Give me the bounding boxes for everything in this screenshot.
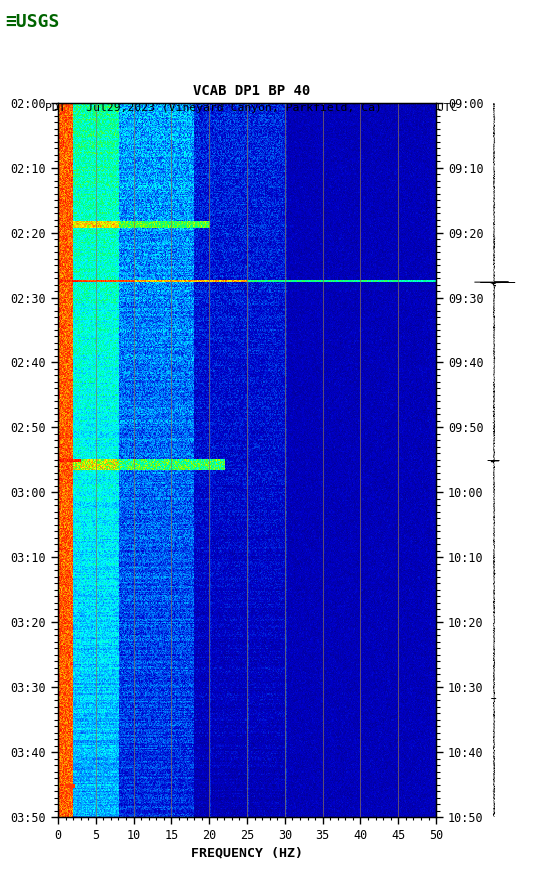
Text: PDT   Jul29,2023 (Vineyard Canyon, Parkfield, Ca)        UTC: PDT Jul29,2023 (Vineyard Canyon, Parkfie… xyxy=(45,103,458,113)
Text: VCAB DP1 BP 40: VCAB DP1 BP 40 xyxy=(193,84,310,98)
Text: ≡USGS: ≡USGS xyxy=(6,13,60,31)
X-axis label: FREQUENCY (HZ): FREQUENCY (HZ) xyxy=(191,846,303,859)
